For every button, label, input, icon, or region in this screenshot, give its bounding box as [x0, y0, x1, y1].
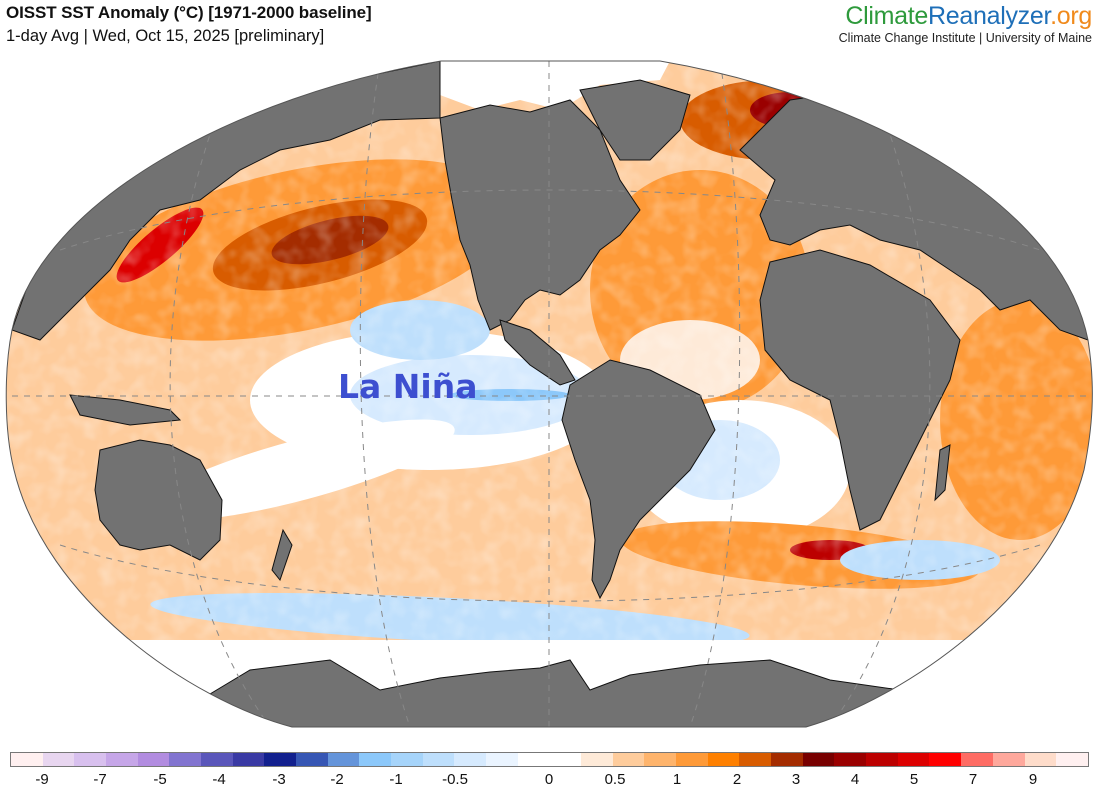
globe-outline — [5, 60, 1093, 728]
colorbar-segment — [771, 753, 803, 766]
colorbar-segment — [866, 753, 898, 766]
colorbar-segment — [676, 753, 708, 766]
colorbar-segment — [137, 753, 170, 766]
colorbar-tick-label: -5 — [153, 771, 167, 788]
land-indonesia — [69, 394, 182, 426]
colorbar-tick-label: 0.5 — [604, 771, 626, 788]
colorbar-segment — [644, 753, 677, 766]
colorbar-tick-label: 9 — [1028, 771, 1038, 788]
colorbar-segment — [834, 753, 867, 766]
brand-tagline: Climate Change Institute | University of… — [838, 31, 1092, 45]
colorbar-segment — [42, 753, 75, 766]
graticule — [6, 61, 1093, 727]
brand-part-reanalyzer: Reanalyzer — [928, 2, 1051, 30]
brand-part-climate: Climate — [845, 2, 929, 30]
brand-logo[interactable]: ClimateReanalyzer.org Climate Change Ins… — [838, 2, 1093, 45]
brand-name: ClimateReanalyzer.org — [839, 2, 1092, 30]
map-subtitle: 1-day Avg | Wed, Oct 15, 2025 [prelimina… — [6, 27, 325, 45]
colorbar-segment — [359, 753, 392, 766]
colorbar-segment — [802, 753, 835, 766]
colorbar-segment — [707, 753, 740, 766]
colorbar-tick-label: -9 — [35, 771, 49, 788]
colorbar-labels: -9 -7 -5 -4 -3 -2 -1 -0.5 0 0.5 1 2 3 4 5 7 9 — [0, 771, 1100, 791]
land-australia — [94, 439, 223, 561]
colorbar-tick-label: 4 — [850, 771, 860, 788]
colorbar-segment — [422, 753, 455, 766]
colorbar-segment — [296, 753, 328, 766]
colorbar-segment — [961, 753, 993, 766]
land-greenland — [579, 79, 691, 161]
colorbar-segment — [11, 753, 43, 766]
colorbar-segment — [327, 753, 360, 766]
colorbar-segment — [897, 753, 930, 766]
land-north-america — [439, 99, 641, 331]
brand-part-org: .org — [1050, 2, 1092, 30]
colorbar-tick-label: -2 — [330, 771, 344, 788]
colorbar-segment — [612, 753, 645, 766]
colorbar-tick-label: 1 — [672, 771, 682, 788]
colorbar-tick-label: 2 — [732, 771, 742, 788]
land-new-zealand — [271, 528, 293, 582]
colorbar-segment — [1056, 753, 1088, 766]
colorbar-tick-label: 5 — [909, 771, 919, 788]
sst-anomaly-map — [5, 60, 1093, 728]
colorbar-segment — [74, 753, 107, 766]
colorbar-segment — [992, 753, 1025, 766]
colorbar-segment — [454, 753, 487, 766]
land-south-america — [561, 359, 716, 600]
land-layer — [6, 61, 1093, 727]
colorbar-tick-label: -4 — [212, 771, 226, 788]
colorbar-segment — [581, 753, 613, 766]
la-nina-annotation: La Niña — [338, 367, 478, 406]
colorbar — [10, 752, 1089, 767]
colorbar-tick-label: -7 — [93, 771, 107, 788]
colorbar-segment — [486, 753, 518, 766]
colorbar-segment — [517, 753, 550, 766]
colorbar-segment — [201, 753, 233, 766]
land-antarctica — [6, 659, 1093, 727]
colorbar-tick-label: -1 — [389, 771, 403, 788]
colorbar-segment — [1024, 753, 1057, 766]
map-title: OISST SST Anomaly (°C) [1971-2000 baseli… — [6, 3, 372, 22]
colorbar-segment — [106, 753, 138, 766]
colorbar-segment — [264, 753, 297, 766]
colorbar-segment — [739, 753, 772, 766]
colorbar-segment — [549, 753, 582, 766]
colorbar-segment — [232, 753, 265, 766]
colorbar-segment — [169, 753, 202, 766]
land-africa — [759, 249, 961, 531]
colorbar-tick-label: 3 — [791, 771, 801, 788]
land-madagascar — [934, 444, 951, 502]
land-arctic — [430, 61, 670, 110]
colorbar-segment — [391, 753, 423, 766]
colorbar-tick-label: -3 — [272, 771, 286, 788]
land-central-america — [499, 319, 576, 386]
colorbar-tick-label: -0.5 — [442, 771, 468, 788]
colorbar-tick-label: 0 — [544, 771, 554, 788]
colorbar-segment — [929, 753, 962, 766]
colorbar-tick-label: 7 — [968, 771, 978, 788]
